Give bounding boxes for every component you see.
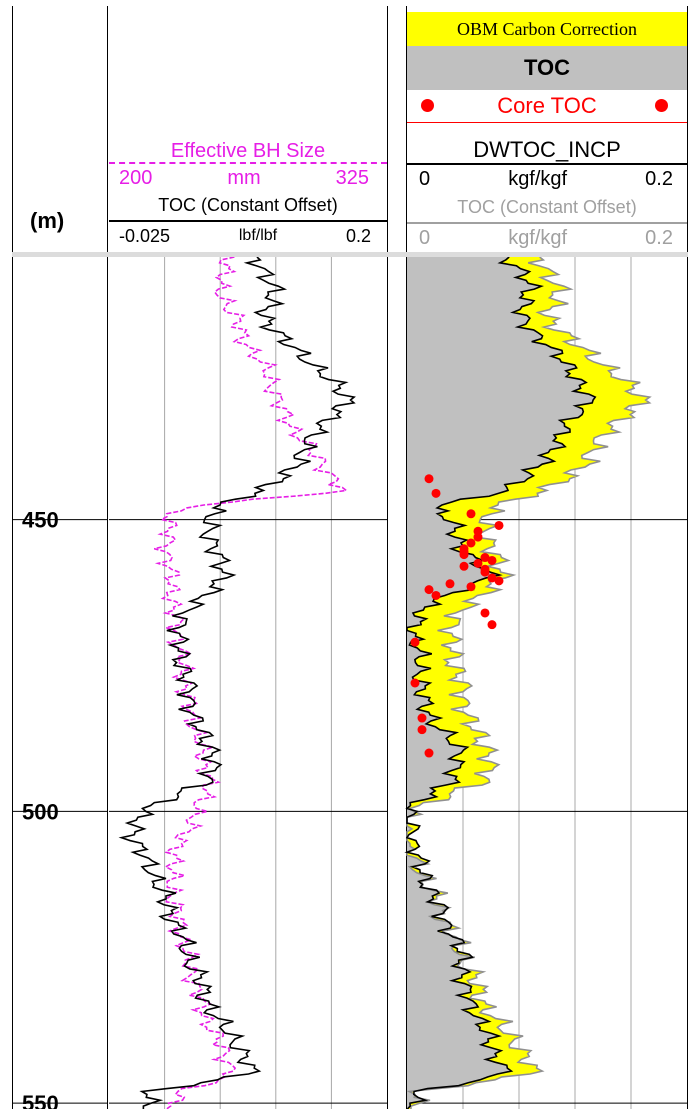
core-toc-point <box>424 585 434 595</box>
right-track-frame <box>406 6 688 1109</box>
toc-offset-min: -0.025 <box>119 225 171 246</box>
bh-size-unit: mm <box>227 166 261 189</box>
core-toc-point <box>431 590 441 600</box>
core-toc-legend: Core TOC <box>407 90 687 123</box>
bh-size-scale: 200 mm 325 <box>119 166 369 190</box>
core-toc-legend-dot-left <box>421 99 434 112</box>
core-toc-point <box>487 573 497 583</box>
dwtoc-max: 0.2 <box>645 167 673 190</box>
right-header: OBM Carbon Correction TOC Core TOC DWTOC… <box>407 6 687 252</box>
bh-size-max: 325 <box>335 166 369 189</box>
bh-size-min: 200 <box>119 166 153 189</box>
depth-tick-label: 450 <box>22 508 59 533</box>
obm-banner-text: OBM Carbon Correction <box>457 19 637 39</box>
toc-offset-right-max: 0.2 <box>645 226 673 249</box>
core-toc-point <box>410 678 420 688</box>
left-track-frame <box>108 6 388 1109</box>
dwtoc-line <box>407 163 687 165</box>
toc-offset-scale: -0.025 lbf/lbf 0.2 <box>119 224 371 248</box>
dwtoc-unit: kgf/kgf <box>508 167 568 190</box>
core-toc-point <box>431 488 441 498</box>
core-toc-point <box>417 725 427 735</box>
core-toc-point <box>466 538 476 548</box>
dwtoc-curve <box>404 257 597 1109</box>
dwtoc-curve-name: DWTOC_INCP <box>473 137 621 162</box>
core-toc-point <box>424 748 434 758</box>
dwtoc-grey-fill <box>407 257 596 1109</box>
core-toc-point <box>473 558 483 568</box>
bh-size-curve-name: Effective BH Size <box>170 140 326 162</box>
depth-tick-label: 550 <box>22 1091 59 1109</box>
toc-offset-line <box>109 220 387 222</box>
core-toc-point <box>459 550 469 560</box>
core-toc-point <box>473 532 483 542</box>
toc-section-band: TOC <box>407 46 687 90</box>
core-toc-point <box>480 567 490 577</box>
toc-offset-max: 0.2 <box>345 225 371 246</box>
core-toc-point <box>445 579 455 589</box>
bh-size-dashed-line <box>109 162 387 164</box>
toc-offset-unit: lbf/lbf <box>238 227 278 244</box>
core-toc-point <box>466 582 476 592</box>
toc-offset-right-unit: kgf/kgf <box>508 226 568 249</box>
core-toc-point <box>459 561 469 571</box>
left-header: Effective BH Size 200 mm 325 TOC (Consta… <box>109 140 387 252</box>
toc-offset-right-curve-name: TOC (Constant Offset) <box>457 197 637 217</box>
core-toc-point <box>480 608 490 618</box>
left-track-plot <box>109 257 387 1109</box>
depth-tick-label: 500 <box>22 799 59 824</box>
bh-size-curve <box>153 257 349 1109</box>
offset-yellow-fill <box>407 257 650 1109</box>
core-toc-point <box>410 637 420 647</box>
toc-offset-right-min: 0 <box>419 226 431 249</box>
depth-axis: 450 500 550 <box>12 508 108 1109</box>
right-track-plot <box>404 257 687 1109</box>
depth-track-frame <box>12 6 108 1109</box>
toc-offset-curve-name: TOC (Constant Offset) <box>158 195 338 215</box>
core-toc-point <box>424 474 434 484</box>
core-toc-point <box>487 555 497 565</box>
header-separator <box>12 252 688 257</box>
toc-offset-right-line <box>407 222 687 224</box>
core-toc-legend-label: Core TOC <box>497 93 597 118</box>
toc-section-title: TOC <box>523 55 571 80</box>
core-toc-point <box>487 620 497 630</box>
obm-banner: OBM Carbon Correction <box>407 12 687 47</box>
core-toc-legend-dot-right <box>655 99 668 112</box>
core-toc-point <box>480 553 490 563</box>
log-plot: 450 500 550 <box>12 257 687 1109</box>
dwtoc-min: 0 <box>419 167 431 190</box>
core-toc-point <box>417 713 427 723</box>
core-toc-point <box>466 509 476 519</box>
core-toc-point <box>494 520 504 530</box>
toc-offset-right-scale: 0 kgf/kgf 0.2 <box>419 226 673 250</box>
depth-unit-label: (m) <box>30 208 65 233</box>
toc-offset-curve <box>118 257 356 1109</box>
dwtoc-scale: 0 kgf/kgf 0.2 <box>419 167 673 191</box>
core-toc-point <box>494 576 504 586</box>
